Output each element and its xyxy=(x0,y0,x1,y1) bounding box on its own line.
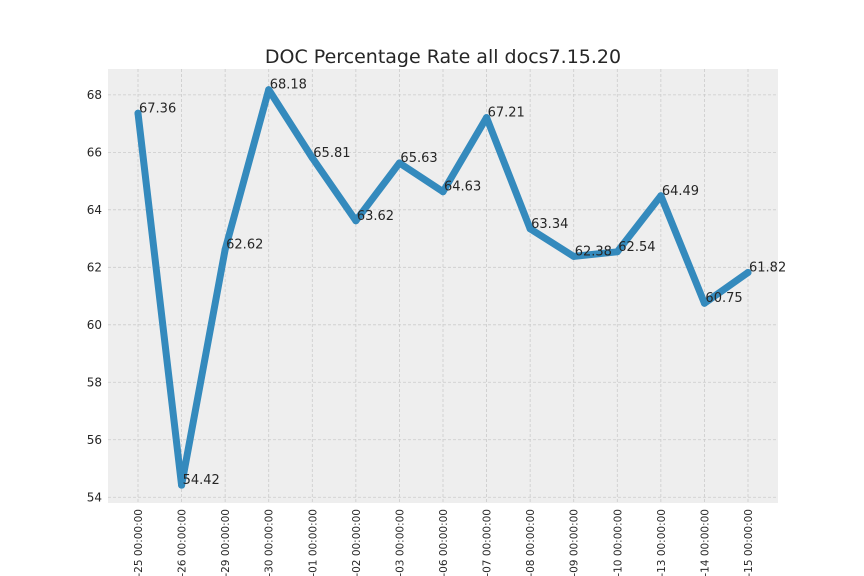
x-tick-label: -29 00:00:00 xyxy=(220,509,232,576)
y-tick-label: 60 xyxy=(87,318,102,332)
data-label: 62.62 xyxy=(226,237,263,252)
data-point xyxy=(265,86,273,94)
x-tick-label: -08 00:00:00 xyxy=(525,509,537,576)
data-label: 65.63 xyxy=(400,151,437,166)
data-point xyxy=(744,268,752,276)
y-tick-label: 62 xyxy=(87,260,102,274)
data-label: 67.36 xyxy=(139,101,176,116)
data-point xyxy=(483,114,491,122)
x-tick-label: -02 00:00:00 xyxy=(351,509,363,576)
chart-title: DOC Percentage Rate all docs7.15.20 xyxy=(265,46,621,68)
x-tick-label: -06 00:00:00 xyxy=(438,509,450,576)
data-label: 63.62 xyxy=(357,209,394,224)
y-tick-label: 58 xyxy=(87,375,102,389)
data-label: 62.54 xyxy=(618,240,655,255)
x-tick-label: -03 00:00:00 xyxy=(394,509,406,576)
data-point xyxy=(134,109,142,117)
series-line xyxy=(134,86,752,489)
data-label: 67.21 xyxy=(488,106,525,121)
y-tick-label: 64 xyxy=(87,203,102,217)
data-point xyxy=(308,154,316,162)
data-point xyxy=(439,188,447,196)
data-label: 63.34 xyxy=(531,217,568,232)
data-label: 60.75 xyxy=(705,291,742,306)
data-point xyxy=(395,159,403,167)
x-tick-label: -01 00:00:00 xyxy=(307,509,319,576)
y-tick-label: 68 xyxy=(87,88,102,102)
data-label: 64.63 xyxy=(444,180,481,195)
data-point xyxy=(352,217,360,225)
y-axis-ticks: 54 56 58 60 62 64 66 68 xyxy=(87,88,102,504)
x-tick-label: -13 00:00:00 xyxy=(656,509,668,576)
y-tick-label: 56 xyxy=(87,433,102,447)
data-label: 68.18 xyxy=(270,78,307,93)
data-point xyxy=(700,299,708,307)
data-label: 65.81 xyxy=(313,146,350,161)
data-point xyxy=(526,225,534,233)
data-label: 61.82 xyxy=(749,260,786,275)
x-tick-label: -14 00:00:00 xyxy=(699,509,711,576)
x-tick-label: -26 00:00:00 xyxy=(177,509,189,576)
data-label: 62.38 xyxy=(575,244,612,259)
x-tick-label: -09 00:00:00 xyxy=(569,509,581,576)
data-label: 64.49 xyxy=(662,184,699,199)
data-point xyxy=(657,192,665,200)
x-axis-ticks: -25 00:00:00 -26 00:00:00 -29 00:00:00 -30 … xyxy=(133,509,755,576)
data-point xyxy=(570,252,578,260)
x-tick-label: -25 00:00:00 xyxy=(133,509,145,576)
data-label: 54.42 xyxy=(183,473,220,488)
data-labels: 67.36 54.42 62.62 68.18 65.81 63.62 65.63 64.63… xyxy=(139,78,786,488)
y-tick-label: 54 xyxy=(87,490,102,504)
x-tick-label: -10 00:00:00 xyxy=(612,509,624,576)
x-tick-label: -30 00:00:00 xyxy=(264,509,276,576)
x-tick-label: -07 00:00:00 xyxy=(482,509,494,576)
x-gridlines xyxy=(137,69,749,503)
data-point xyxy=(221,245,229,253)
y-tick-label: 66 xyxy=(87,145,102,159)
x-tick-label: -15 00:00:00 xyxy=(743,509,755,576)
data-point xyxy=(613,248,621,256)
data-point xyxy=(178,481,186,489)
